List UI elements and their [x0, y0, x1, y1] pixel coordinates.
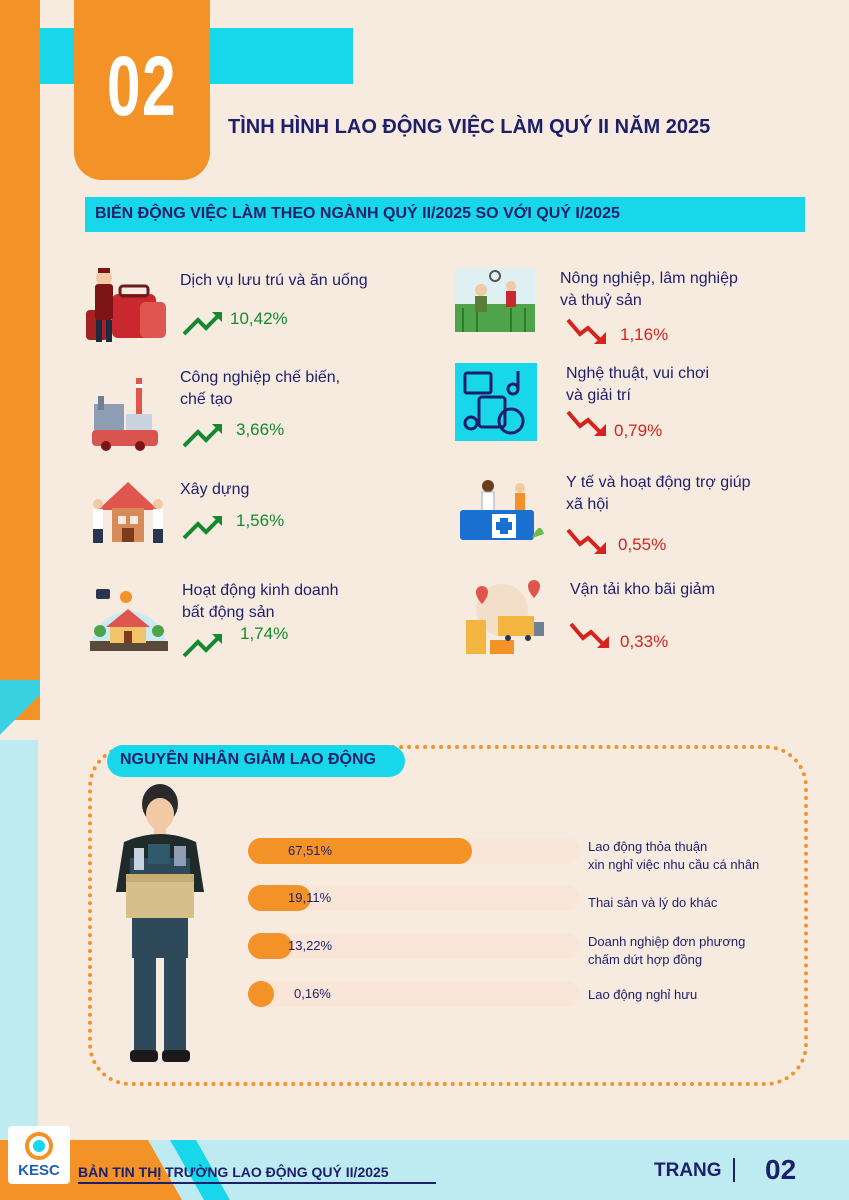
sector-label-real-estate-1: Hoạt động kinh doanh: [182, 582, 339, 599]
sector-label-health-1: Y tế và hoạt động trợ giúp: [566, 474, 751, 491]
trend-up-icon: [182, 514, 224, 540]
sector-label-arts-1: Nghệ thuật, vui chơi: [566, 365, 710, 382]
reasons-title: NGUYÊN NHÂN GIẢM LAO ĐỘNG: [120, 751, 376, 768]
hotel-staff-luggage-icon: [86, 268, 166, 342]
footer-title: BẢN TIN THỊ TRƯỜNG LAO ĐỘNG QUÝ II/2025: [78, 1164, 436, 1184]
reason-label-1a: Lao động thỏa thuận: [588, 839, 708, 854]
subtitle-bar: [85, 197, 805, 232]
section-number: 02: [106, 39, 178, 133]
trend-down-icon: [566, 318, 608, 346]
section-subtitle: BIẾN ĐỘNG VIỆC LÀM THEO NGÀNH QUÝ II/202…: [95, 205, 620, 222]
trend-down-icon: [566, 410, 608, 438]
reason-label-4: Lao động nghỉ hưu: [588, 987, 698, 1002]
footer-page-number: 02: [765, 1154, 797, 1185]
sector-value-construction: 1,56%: [236, 511, 285, 530]
sector-label-construction: Xây dựng: [180, 481, 250, 498]
music-arts-icon: [455, 363, 537, 441]
farmers-field-icon: [455, 268, 535, 332]
reason-bar-fill-3: [248, 933, 292, 959]
reason-value-3: 13,22%: [288, 938, 333, 953]
logo: [8, 1126, 70, 1184]
sector-value-real-estate: 1,74%: [240, 624, 289, 643]
sector-value-health: 0,55%: [618, 535, 667, 554]
reason-bar-fill-4: [248, 981, 274, 1007]
transport-warehouse-icon: [466, 580, 544, 654]
logo-text: KESC: [18, 1162, 60, 1179]
construction-workers-icon: [93, 482, 163, 543]
logo-swirl-icon: [25, 1132, 53, 1160]
reason-value-2: 19,11%: [288, 890, 332, 905]
reasons-title-pill: [107, 745, 405, 777]
person-carrying-box-icon: [116, 784, 204, 1062]
sector-label-real-estate-2: bất động sản: [182, 604, 275, 621]
trend-down-icon: [569, 622, 611, 650]
sector-label-manufacturing-1: Công nghiệp chế biến,: [180, 369, 341, 386]
trend-up-icon: [182, 632, 224, 658]
reason-value-4: 0,16%: [294, 986, 331, 1001]
section-number-badge: [74, 0, 210, 180]
reason-value-1: 67,51%: [288, 843, 333, 858]
sector-label-agriculture-1: Nông nghiệp, lâm nghiệp: [560, 270, 738, 287]
sector-value-manufacturing: 3,66%: [236, 420, 285, 439]
sector-label-agriculture-2: và thuỷ sản: [560, 292, 642, 309]
page-title: TÌNH HÌNH LAO ĐỘNG VIỆC LÀM QUÝ II NĂM 2…: [228, 116, 711, 138]
reason-bar-3: 13,22%: [248, 933, 580, 959]
sector-value-transport: 0,33%: [620, 632, 669, 651]
sector-value-agriculture: 1,16%: [620, 325, 669, 344]
sector-value-arts: 0,79%: [614, 421, 663, 440]
sector-label-accommodation: Dịch vụ lưu trú và ăn uống: [180, 272, 368, 289]
reason-label-3b: chấm dứt hợp đồng: [588, 952, 703, 967]
footer-page-label: TRANG: [654, 1160, 722, 1181]
medical-desk-icon: [460, 480, 544, 540]
reasons-panel: [88, 745, 808, 1086]
sector-label-arts-2: và giải trí: [566, 387, 631, 404]
real-estate-house-icon: [90, 589, 168, 651]
sector-label-manufacturing-2: chế tạo: [180, 391, 233, 408]
left-cyan-accent: [0, 680, 40, 740]
factory-icon: [92, 378, 158, 451]
sector-label-transport: Vận tải kho bãi giảm: [570, 581, 715, 598]
reason-bar-fill-1: [248, 838, 473, 864]
reason-bar-4: 0,16%: [248, 981, 580, 1007]
reason-label-2: Thai sản và lý do khác: [588, 895, 718, 910]
reason-bar-1: 67,51%: [248, 838, 580, 864]
reason-label-1b: xin nghỉ việc nhu cầu cá nhân: [588, 857, 760, 872]
trend-up-icon: [182, 310, 224, 336]
left-lightblue-stripe: [0, 740, 38, 1140]
left-orange-stripe: [0, 0, 40, 720]
footer-separator: [733, 1158, 735, 1182]
reason-label-3a: Doanh nghiệp đơn phương: [588, 934, 746, 949]
trend-down-icon: [566, 528, 608, 556]
reason-bar-fill-2: [248, 885, 312, 911]
trend-up-icon: [182, 422, 224, 448]
sector-value-accommodation: 10,42%: [230, 309, 288, 328]
reason-bar-2: 19,11%: [248, 885, 580, 911]
sector-label-health-2: xã hội: [566, 496, 609, 513]
